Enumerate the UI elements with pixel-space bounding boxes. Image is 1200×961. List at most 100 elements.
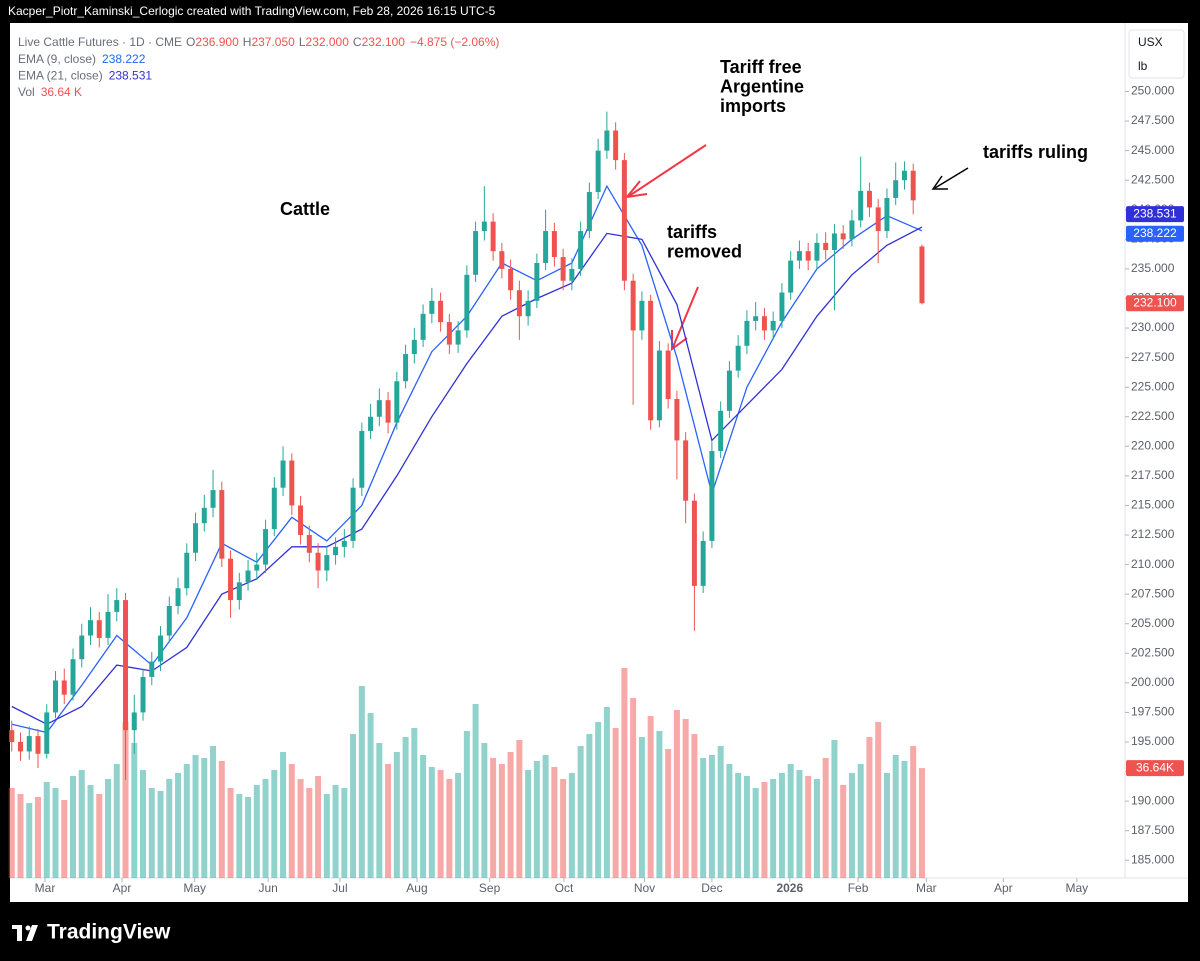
volume-bar bbox=[621, 668, 628, 878]
volume-bar bbox=[218, 761, 225, 878]
header-text: Kacper_Piotr_Kaminski_Cerlogic created w… bbox=[8, 4, 496, 18]
candle-body bbox=[446, 322, 452, 345]
candle-body bbox=[9, 730, 15, 742]
unit-label[interactable]: USX bbox=[1138, 35, 1163, 49]
y-tick-label: 215.000 bbox=[1131, 498, 1175, 512]
volume-bar bbox=[551, 767, 558, 878]
candle-body bbox=[26, 736, 32, 752]
volume-bar bbox=[385, 764, 392, 878]
candle-body bbox=[648, 300, 654, 421]
volume-bar bbox=[848, 773, 855, 878]
volume-bar bbox=[8, 788, 15, 878]
volume-bar bbox=[227, 788, 234, 878]
candle-body bbox=[796, 251, 802, 261]
candle-body bbox=[691, 500, 697, 586]
volume-bar bbox=[201, 758, 208, 878]
candle-body bbox=[805, 251, 811, 261]
legend-name: Vol bbox=[18, 85, 35, 99]
x-tick-label: Dec bbox=[701, 881, 722, 895]
candle-body bbox=[79, 635, 85, 660]
volume-bar bbox=[463, 731, 470, 878]
ohlc-value: 232.100 bbox=[362, 35, 406, 49]
candle-body bbox=[315, 552, 321, 571]
legend-row: EMA (21, close) 238.531 bbox=[18, 69, 152, 83]
volume-bar bbox=[560, 779, 567, 878]
volume-bar bbox=[87, 785, 94, 878]
x-tick-label: Sep bbox=[479, 881, 501, 895]
y-tick-label: 220.000 bbox=[1131, 438, 1175, 452]
annotation: Tariff free bbox=[720, 57, 802, 77]
volume-bar bbox=[910, 746, 917, 878]
volume-bar bbox=[367, 713, 374, 878]
candle-body bbox=[779, 292, 785, 321]
volume-bar bbox=[122, 722, 129, 878]
x-tick-label: Aug bbox=[406, 881, 427, 895]
candle-body bbox=[70, 659, 76, 695]
volume-bar bbox=[43, 782, 50, 878]
candle-body bbox=[823, 242, 829, 250]
volume-bar bbox=[26, 803, 33, 878]
y-tick-label: 207.500 bbox=[1131, 586, 1175, 600]
candle-body bbox=[359, 430, 365, 488]
volume-bar bbox=[603, 707, 610, 878]
candle-body bbox=[910, 170, 916, 201]
candle-body bbox=[35, 736, 41, 754]
ohlc-prefix: L bbox=[299, 35, 306, 49]
volume-bar bbox=[498, 764, 505, 878]
candle-body bbox=[411, 339, 417, 355]
volume-bar bbox=[586, 734, 593, 878]
legend-name: EMA (21, close) bbox=[18, 69, 103, 83]
volume-bar bbox=[665, 749, 672, 878]
volume-bar bbox=[35, 797, 42, 878]
candle-body bbox=[149, 661, 155, 677]
volume-bar bbox=[743, 776, 750, 878]
candle-body bbox=[385, 400, 391, 423]
unit-label[interactable]: lb bbox=[1138, 59, 1148, 73]
y-tick-label: 245.000 bbox=[1131, 143, 1175, 157]
volume-bar bbox=[306, 788, 313, 878]
candle-body bbox=[744, 320, 750, 346]
legend-row: Live Cattle Futures · 1D · CME O236.900 H2… bbox=[18, 35, 499, 49]
volume-bar bbox=[183, 764, 190, 878]
volume-bar bbox=[245, 797, 252, 878]
x-tick-label: Oct bbox=[555, 881, 574, 895]
volume-bar bbox=[472, 704, 479, 878]
volume-bar bbox=[805, 776, 812, 878]
candle-body bbox=[140, 676, 146, 713]
volume-bar bbox=[595, 722, 602, 878]
candle-body bbox=[683, 440, 689, 501]
ohlc-value: 232.000 bbox=[306, 35, 350, 49]
x-tick-label: May bbox=[1066, 881, 1089, 895]
volume-bar bbox=[113, 764, 120, 878]
volume-bar bbox=[455, 773, 462, 878]
candle-body bbox=[508, 268, 514, 291]
volume-bar bbox=[52, 788, 59, 878]
y-tick-label: 212.500 bbox=[1131, 527, 1175, 541]
volume-bar bbox=[612, 728, 619, 878]
x-tick-label: Jun bbox=[259, 881, 278, 895]
y-tick-label: 195.000 bbox=[1131, 734, 1175, 748]
volume-bar bbox=[700, 758, 707, 878]
ema9-price-tag: 238.222 bbox=[1133, 226, 1177, 240]
y-tick-label: 247.500 bbox=[1131, 113, 1175, 127]
volume-bar bbox=[822, 758, 829, 878]
y-tick-label: 202.500 bbox=[1131, 645, 1175, 659]
candle-body bbox=[893, 180, 899, 198]
candle-body bbox=[306, 535, 312, 553]
candle-body bbox=[394, 381, 400, 423]
candle-body bbox=[201, 507, 207, 524]
candle-body bbox=[516, 290, 522, 317]
last-price-tag-box bbox=[1126, 295, 1184, 312]
units-box[interactable] bbox=[1128, 29, 1185, 79]
candle-body bbox=[490, 221, 496, 252]
candle-body bbox=[499, 251, 505, 269]
arrow bbox=[672, 286, 699, 348]
y-tick-label: 200.000 bbox=[1131, 675, 1175, 689]
candle-body bbox=[700, 540, 706, 586]
ema21-price-tag: 238.531 bbox=[1133, 206, 1177, 220]
volume-bar bbox=[210, 746, 217, 878]
volume-bar bbox=[411, 728, 418, 878]
candle-body bbox=[726, 370, 732, 411]
legend-value: 36.64 K bbox=[41, 85, 82, 99]
